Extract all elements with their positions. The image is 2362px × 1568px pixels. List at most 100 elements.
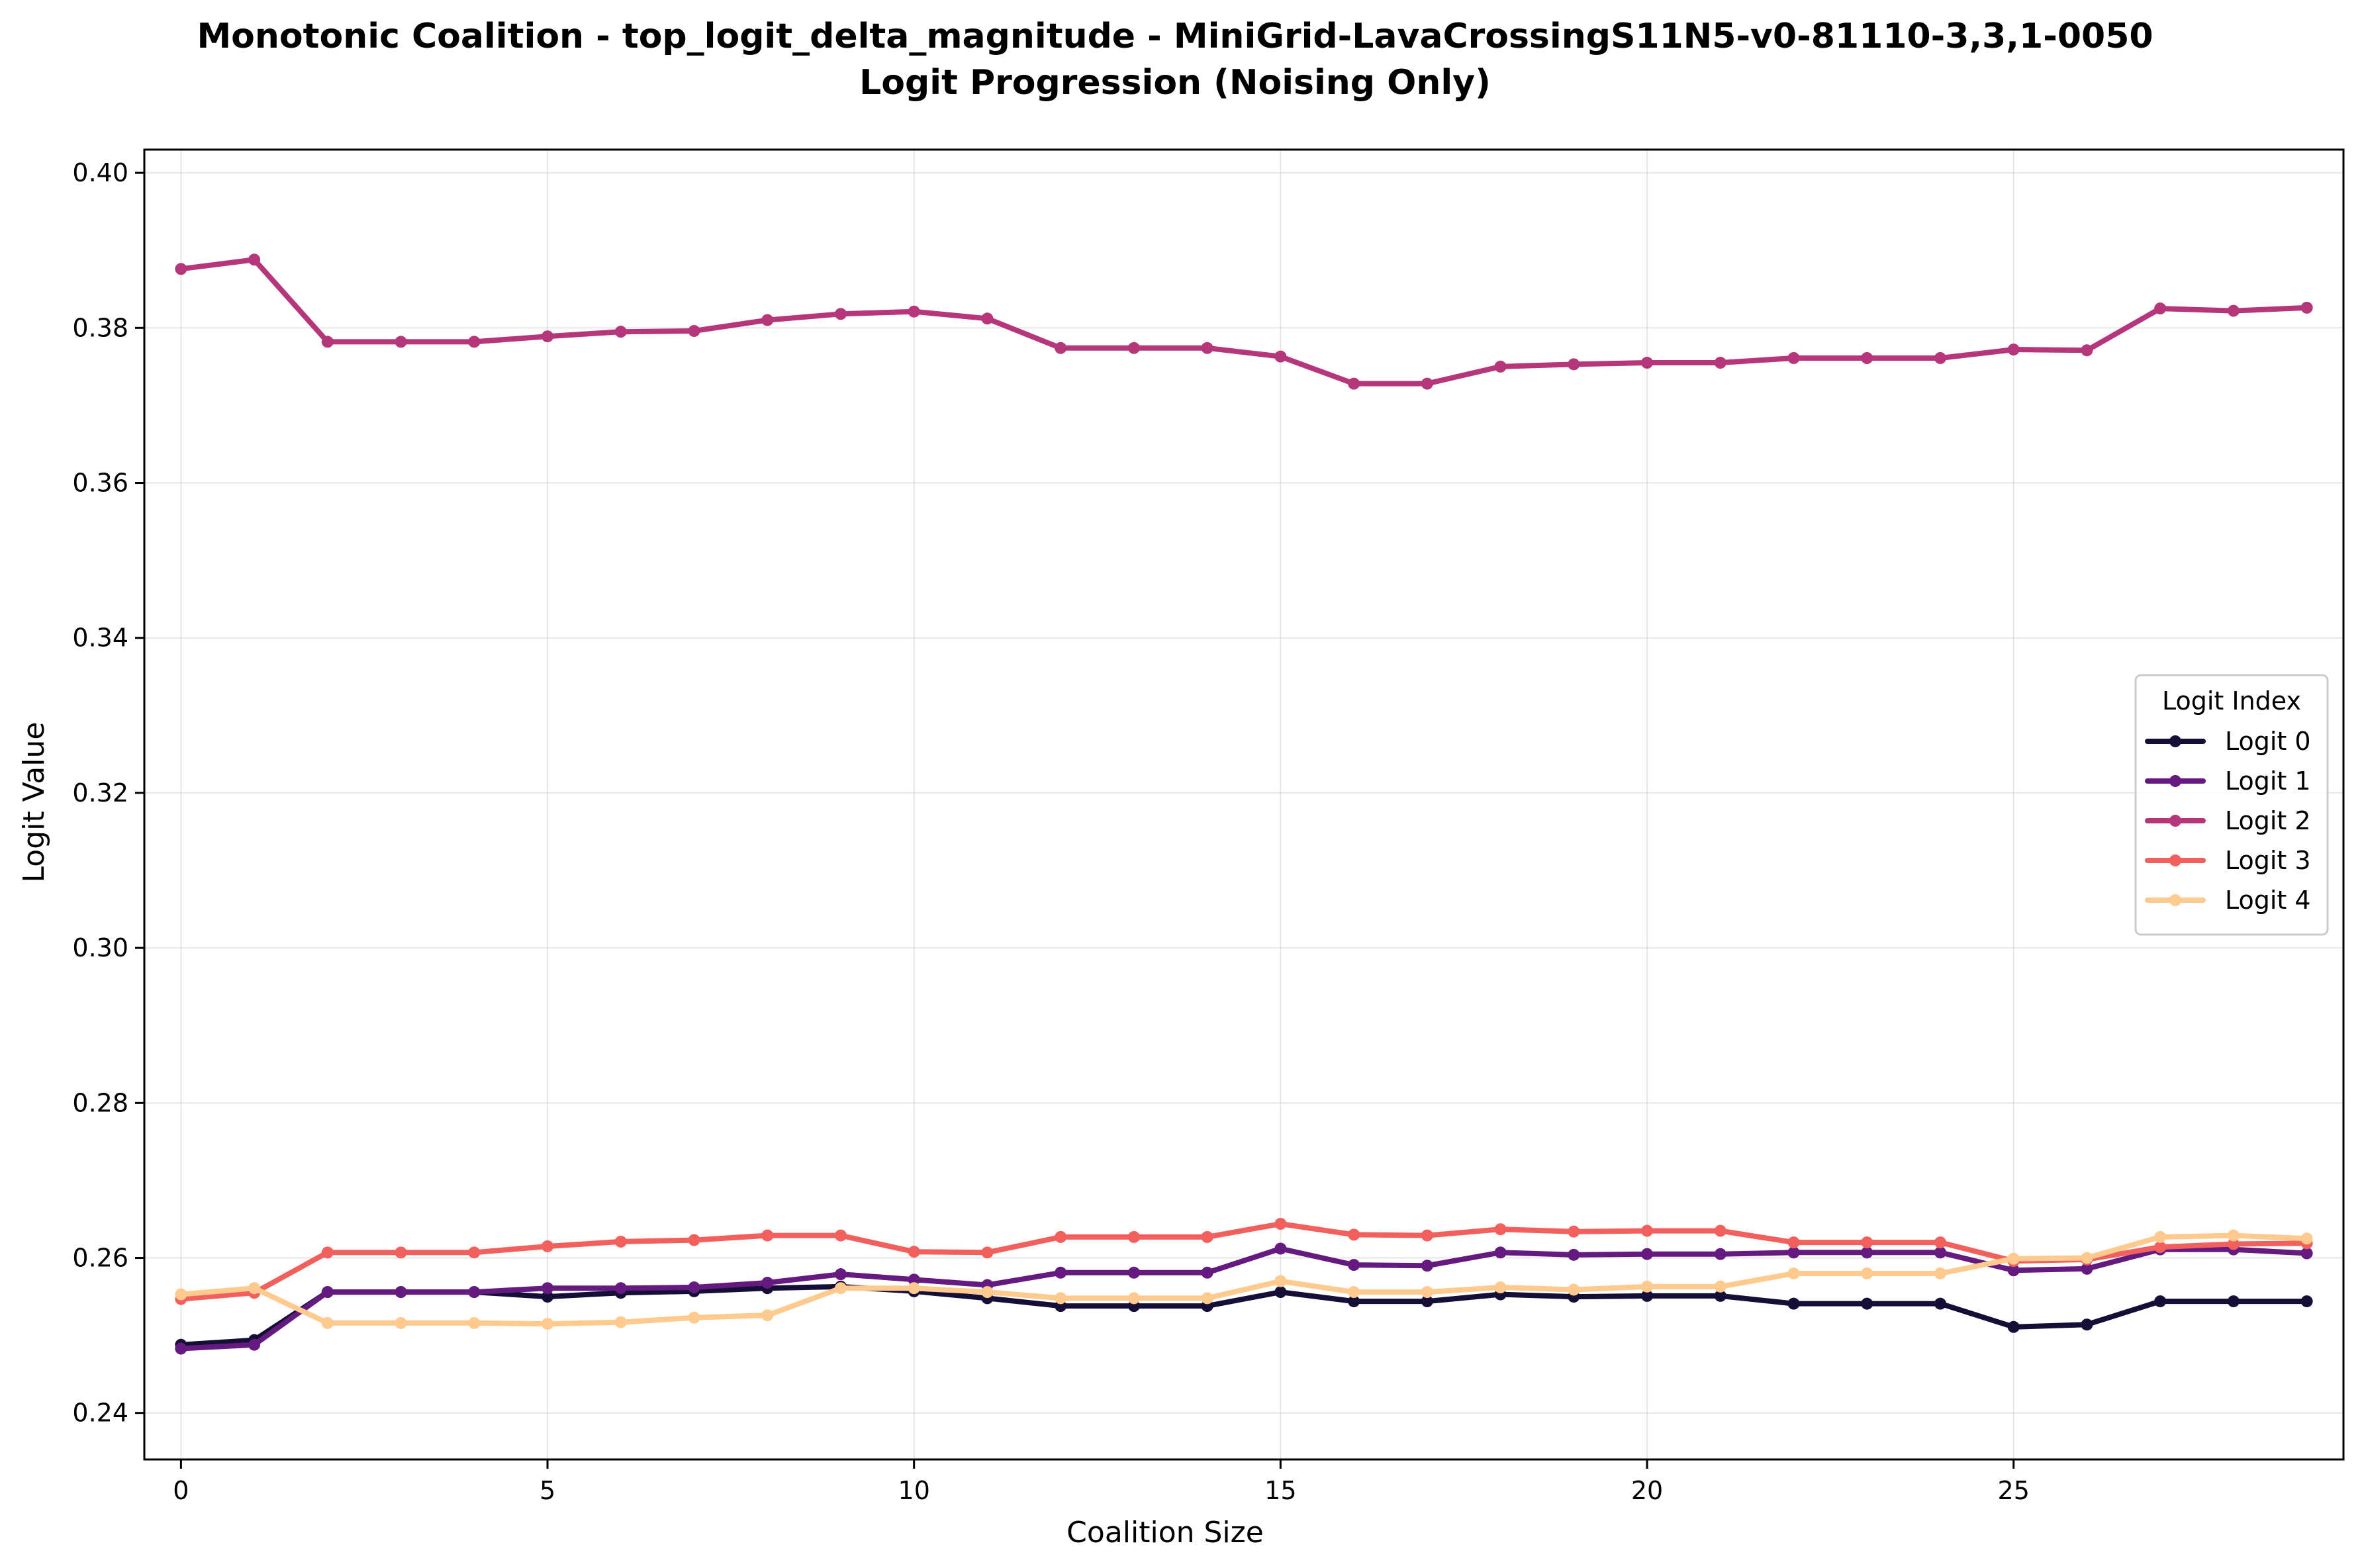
data-point	[2154, 1295, 2167, 1308]
data-point	[1348, 1228, 1360, 1241]
data-point	[2227, 1238, 2240, 1250]
data-point	[614, 1282, 627, 1295]
data-point	[1274, 1286, 1287, 1299]
data-point	[761, 1309, 774, 1322]
data-point	[1714, 1248, 1726, 1260]
data-point	[2227, 304, 2240, 317]
y-tick-label: 0.28	[72, 1088, 128, 1117]
data-point	[1127, 342, 1140, 354]
y-tick-label: 0.40	[72, 158, 128, 187]
legend-label: Logit 4	[2225, 886, 2311, 915]
data-point	[542, 330, 554, 343]
data-point	[1641, 1289, 1654, 1302]
legend-entries: Logit 0 Logit 1 Logit 2 Logit 3 Logit 4	[2145, 727, 2311, 915]
x-tick-label: 15	[1264, 1476, 1296, 1505]
y-tick-label: 0.38	[72, 313, 128, 342]
data-point	[1641, 1248, 1654, 1260]
data-point	[688, 1311, 700, 1324]
data-point	[2007, 1320, 2020, 1333]
data-point	[1421, 1260, 1433, 1272]
data-point	[1714, 1289, 1726, 1302]
data-point	[1494, 1246, 1507, 1259]
chart-subtitle: Logit Progression (Noising Only)	[859, 63, 1491, 103]
data-point	[321, 1316, 334, 1329]
data-point	[1494, 360, 1507, 373]
data-point	[908, 1246, 920, 1258]
data-point	[542, 1291, 554, 1303]
data-point	[761, 1277, 774, 1289]
data-point	[1201, 342, 1213, 354]
data-point	[2154, 302, 2167, 315]
data-point	[1421, 1229, 1433, 1242]
plot-area-frame	[143, 148, 2345, 1461]
series-lines	[175, 254, 2313, 1355]
data-point	[321, 1286, 334, 1299]
data-point	[2081, 1262, 2093, 1275]
y-tick-label: 0.30	[72, 933, 128, 962]
data-point	[1274, 350, 1287, 363]
data-point	[395, 1316, 407, 1329]
legend-label: Logit 2	[2225, 806, 2311, 835]
x-tick-label: 25	[1998, 1476, 2030, 1505]
data-point	[1861, 1236, 1873, 1249]
data-point	[395, 1246, 407, 1259]
data-point	[2300, 1247, 2313, 1260]
legend-entry: Logit 4	[2145, 886, 2311, 915]
data-point	[1055, 1266, 1067, 1279]
data-point	[908, 1273, 920, 1286]
data-point	[1787, 352, 1800, 365]
x-tick-label: 0	[173, 1476, 189, 1505]
data-point	[1274, 1275, 1287, 1287]
data-point	[1348, 1259, 1360, 1271]
data-point	[1861, 352, 1873, 365]
data-point	[395, 336, 407, 348]
data-point	[1127, 1266, 1140, 1279]
legend: Logit Index Logit 0 Logit 1 Logit 2 Logit 3…	[2134, 674, 2329, 936]
data-point	[688, 1234, 700, 1246]
axis-ticks: 0 5 10 15 20 25 0.24 0.26 0.28 0.30 0.32 0.34 0.36 0.…	[72, 158, 2029, 1505]
data-point	[834, 1229, 847, 1242]
series-line	[178, 1232, 2310, 1327]
data-point	[1641, 357, 1654, 369]
x-tick-label: 10	[898, 1476, 930, 1505]
legend-swatch-marker	[2169, 894, 2181, 906]
data-point	[468, 1316, 481, 1329]
y-axis-label: Logit Value	[17, 722, 51, 883]
data-point	[1421, 377, 1433, 390]
data-point	[981, 1246, 994, 1259]
data-point	[1494, 1223, 1507, 1236]
legend-entry: Logit 2	[2145, 806, 2311, 835]
data-point	[1568, 1248, 1580, 1261]
data-point	[1568, 1225, 1580, 1238]
data-point	[834, 1268, 847, 1281]
legend-swatch-marker	[2169, 775, 2181, 787]
data-point	[321, 336, 334, 348]
data-point	[1201, 1266, 1213, 1279]
data-point	[1934, 1267, 1946, 1279]
data-point	[175, 263, 187, 275]
data-point	[614, 326, 627, 338]
data-point	[248, 1282, 261, 1295]
data-point	[2227, 1295, 2240, 1308]
data-point	[468, 336, 481, 348]
data-point	[1421, 1295, 1433, 1308]
legend-label: Logit 0	[2225, 727, 2311, 756]
data-point	[2081, 344, 2093, 357]
series-logit-3	[175, 1218, 2313, 1305]
data-point	[614, 1316, 627, 1328]
data-point	[395, 1286, 407, 1299]
data-point	[1934, 1297, 1946, 1310]
legend-label: Logit 1	[2225, 766, 2311, 796]
data-point	[1861, 1246, 1873, 1259]
legend-swatch-marker	[2169, 815, 2181, 827]
data-point	[175, 1288, 187, 1301]
legend-title: Logit Index	[2162, 686, 2301, 715]
data-point	[908, 305, 920, 318]
data-point	[1055, 342, 1067, 354]
y-tick-label: 0.24	[72, 1399, 128, 1428]
data-point	[468, 1286, 481, 1299]
data-point	[1421, 1286, 1433, 1299]
data-point	[834, 1282, 847, 1295]
data-point	[2081, 1318, 2093, 1331]
data-point	[981, 312, 994, 325]
